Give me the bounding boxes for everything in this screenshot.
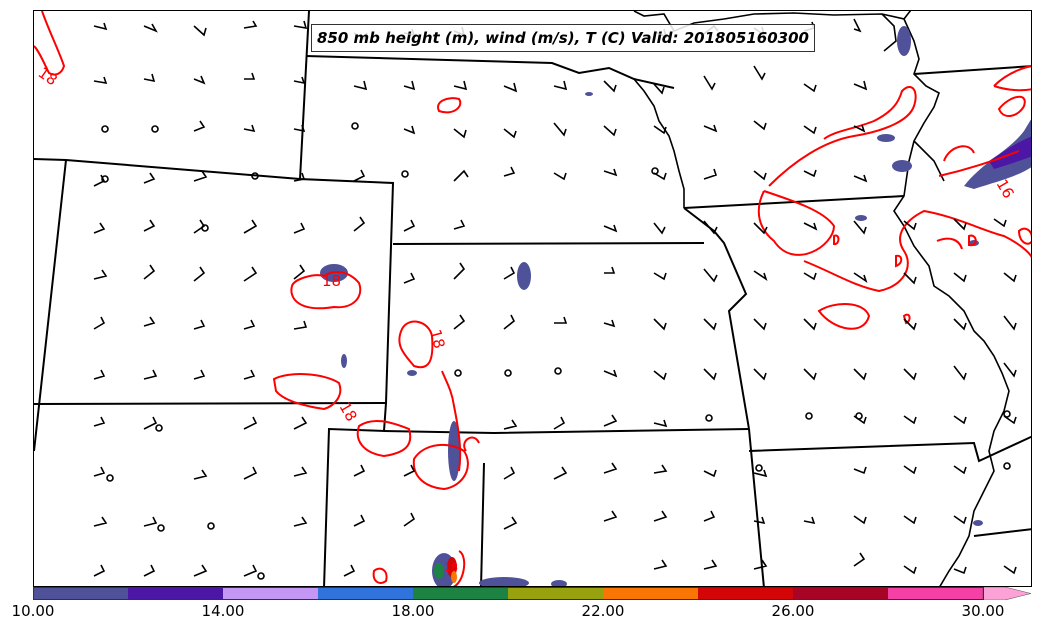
colorbar-tick-label: 30.00	[961, 602, 1005, 620]
colorbar-tick-label: 10.00	[11, 602, 55, 620]
colorbar-segment	[603, 587, 698, 600]
colorbar-tick-label: 14.00	[201, 602, 245, 620]
state-boundaries	[34, 11, 1031, 586]
colorbar-tick-label: 18.00	[391, 602, 435, 620]
colorbar-segment	[508, 587, 603, 600]
precip-fill-heavy	[434, 557, 457, 583]
contour-label: 18	[426, 327, 448, 350]
contour-label: 18	[35, 64, 61, 90]
colorbar-extend-arrow	[982, 587, 1032, 600]
colorbar-segment	[223, 587, 318, 600]
colorbar-tick-label: 26.00	[771, 602, 815, 620]
calm-wind-circles	[101, 122, 1011, 580]
map-svg: 18 18 18 18 18 16	[34, 11, 1031, 586]
colorbar-segment	[793, 587, 888, 600]
wind-barbs	[93, 18, 1017, 577]
map-panel: 18 18 18 18 18 16 850 mb height (m), win…	[33, 10, 1032, 587]
contour-label: 18	[322, 272, 341, 290]
temperature-contours	[34, 11, 1031, 586]
colorbar-segment	[318, 587, 413, 600]
colorbar-outline	[33, 587, 984, 600]
colorbar-segment	[698, 587, 793, 600]
river-boundaries	[633, 11, 1010, 586]
colorbar-tick-label: 22.00	[581, 602, 625, 620]
colorbar-segment	[413, 587, 508, 600]
colorbar-segment	[33, 587, 128, 600]
precip-fill	[320, 26, 1031, 586]
map-title: 850 mb height (m), wind (m/s), T (C) Val…	[311, 24, 815, 52]
colorbar-segment	[128, 587, 223, 600]
contour-label: 18	[444, 561, 458, 574]
colorbar	[33, 587, 1032, 600]
colorbar-segment	[888, 587, 983, 600]
